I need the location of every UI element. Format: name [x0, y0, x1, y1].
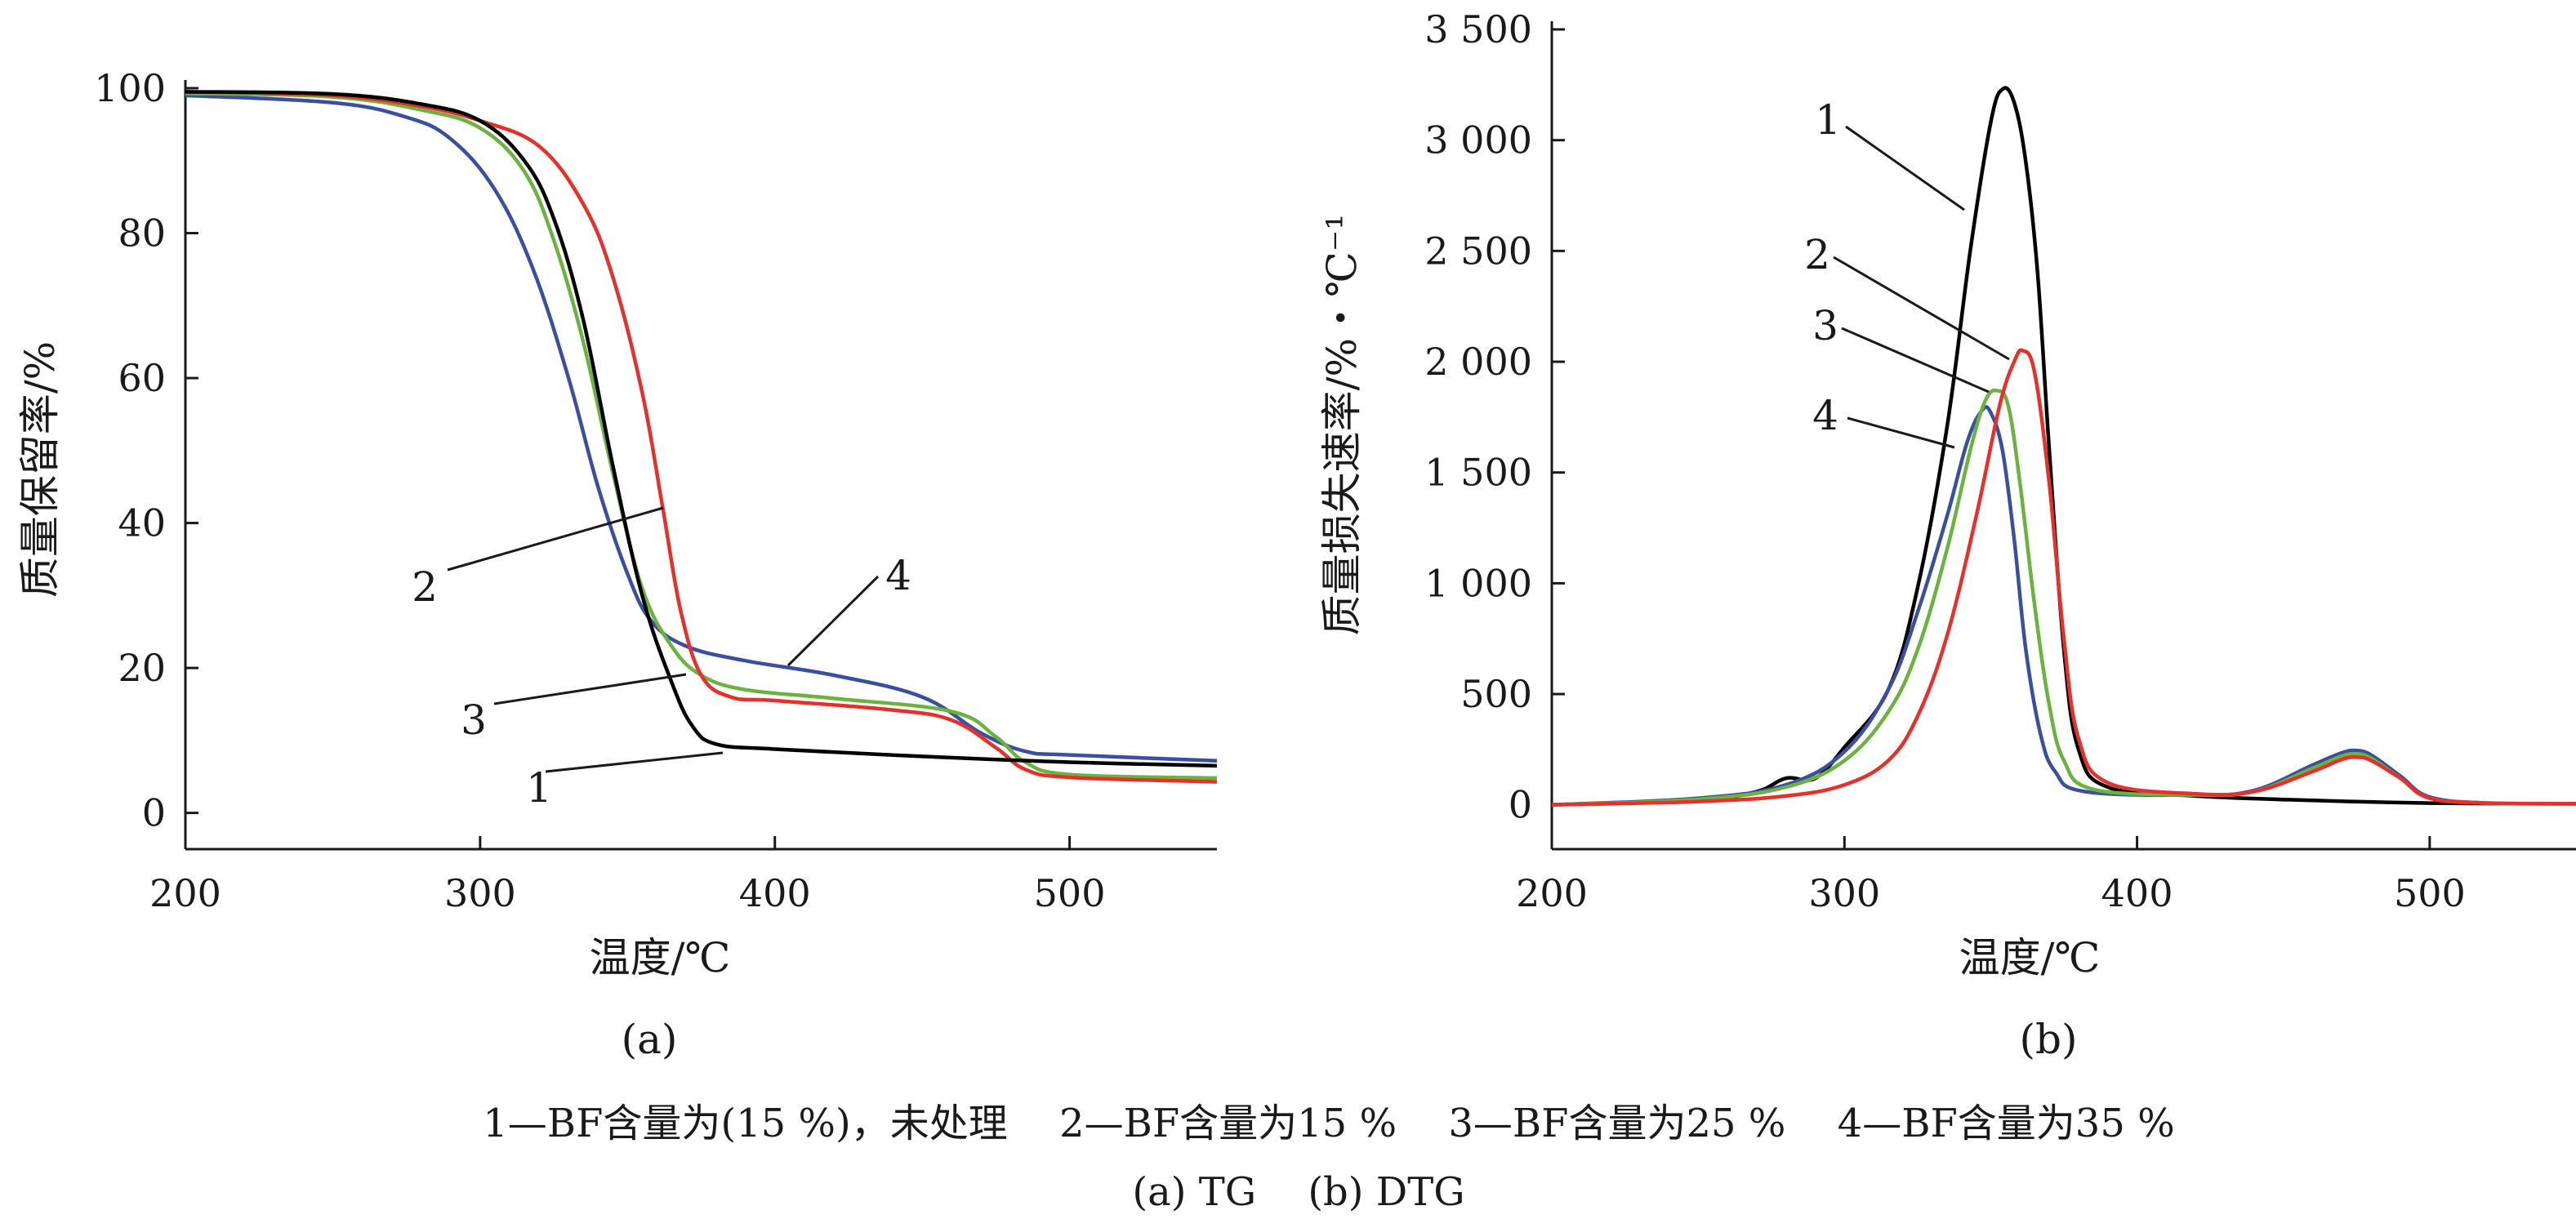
- dtg-series-3-line: [1551, 388, 2576, 807]
- tg-x-tick-label: 500: [1034, 871, 1106, 915]
- dtg-series-2-line: [1551, 348, 2576, 807]
- tg-x-tick-label: 400: [739, 871, 811, 915]
- dtg-callout-1-leader: [1845, 125, 1965, 211]
- tg-callout-3-label: 3: [461, 696, 487, 744]
- dtg-callout-4-label: 4: [1812, 392, 1838, 439]
- tg-y-tick-label: 0: [142, 791, 166, 835]
- dtg-y-tick-label: 3 000: [1424, 118, 1532, 162]
- dtg-series-1-line: [1551, 86, 2576, 807]
- dtg-x-tick-label: 200: [1516, 871, 1588, 915]
- tg-x-tick-label: 300: [444, 871, 516, 915]
- dtg-series-4-line: [1551, 405, 2576, 807]
- tg-y-axis-title: 质量保留率/%: [16, 341, 64, 598]
- tg-x-tick-label: 200: [149, 871, 221, 915]
- tg-callout-4-label: 4: [885, 552, 911, 599]
- dtg-callout-2-label: 2: [1804, 231, 1830, 278]
- panel-b-label: (b): [2019, 1016, 2077, 1063]
- tg-series-4-line: [185, 93, 1218, 763]
- tg-y-tick-label: 60: [118, 356, 166, 400]
- tg-y-tick-label: 100: [94, 66, 166, 110]
- dtg-x-tick-label: 500: [2394, 871, 2466, 915]
- tg-callout-1-label: 1: [526, 764, 552, 812]
- figure-legend-caption: 1—BF含量为(15 %)，未处理 2—BF含量为15 % 3—BF含量为25 …: [483, 1101, 2174, 1146]
- dtg-y-tick-label: 2 000: [1424, 340, 1532, 384]
- dtg-y-tick-label: 0: [1509, 783, 1532, 827]
- tg-series-2-line: [185, 90, 1218, 784]
- tg-series-3-line: [185, 91, 1218, 781]
- tg-callout-4-leader: [787, 575, 880, 667]
- dtg-y-axis-title: 质量损失速率/%・℃⁻¹: [1318, 214, 1366, 636]
- dtg-callout-3-label: 3: [1812, 302, 1838, 349]
- panel-a-tg-chart: 200 300 400 500 0 20 40 60 80 100 温度/℃ 质量保留率/% 1 2 3 4: [16, 66, 1218, 981]
- dtg-x-axis-title: 温度/℃: [1959, 934, 2101, 981]
- tg-callout-2-label: 2: [412, 563, 438, 611]
- tg-y-tick-label: 40: [118, 501, 166, 545]
- dtg-y-tick-label: 1 500: [1424, 451, 1532, 495]
- figure-parts-caption: (a) TG (b) DTG: [1132, 1169, 1464, 1215]
- tg-series-1-line: [185, 90, 1218, 768]
- dtg-x-tick-label: 300: [1808, 871, 1880, 915]
- dtg-y-tick-label: 2 500: [1424, 229, 1532, 273]
- dtg-callout-3-leader: [1841, 327, 1990, 394]
- dtg-callout-1-label: 1: [1815, 96, 1841, 144]
- tg-x-axis-title: 温度/℃: [590, 934, 731, 981]
- tg-callout-2-leader: [447, 506, 664, 572]
- tg-callout-3-leader: [493, 673, 687, 705]
- tg-callout-1-leader: [545, 751, 724, 773]
- panel-a-label: (a): [622, 1016, 678, 1063]
- dtg-x-tick-label: 400: [2101, 871, 2173, 915]
- dtg-callout-2-leader: [1833, 256, 2010, 361]
- tg-y-tick-label: 80: [118, 211, 166, 256]
- dtg-y-tick-label: 3 500: [1424, 7, 1532, 51]
- tg-y-tick-label: 20: [118, 646, 166, 690]
- dtg-callout-4-leader: [1847, 416, 1955, 449]
- dtg-y-tick-label: 500: [1460, 672, 1532, 716]
- panel-b-dtg-chart: 200 300 400 500 0 500 1 000 1 500 2 000 2 500 3 00…: [1318, 7, 2576, 981]
- dtg-y-tick-label: 1 000: [1424, 561, 1532, 605]
